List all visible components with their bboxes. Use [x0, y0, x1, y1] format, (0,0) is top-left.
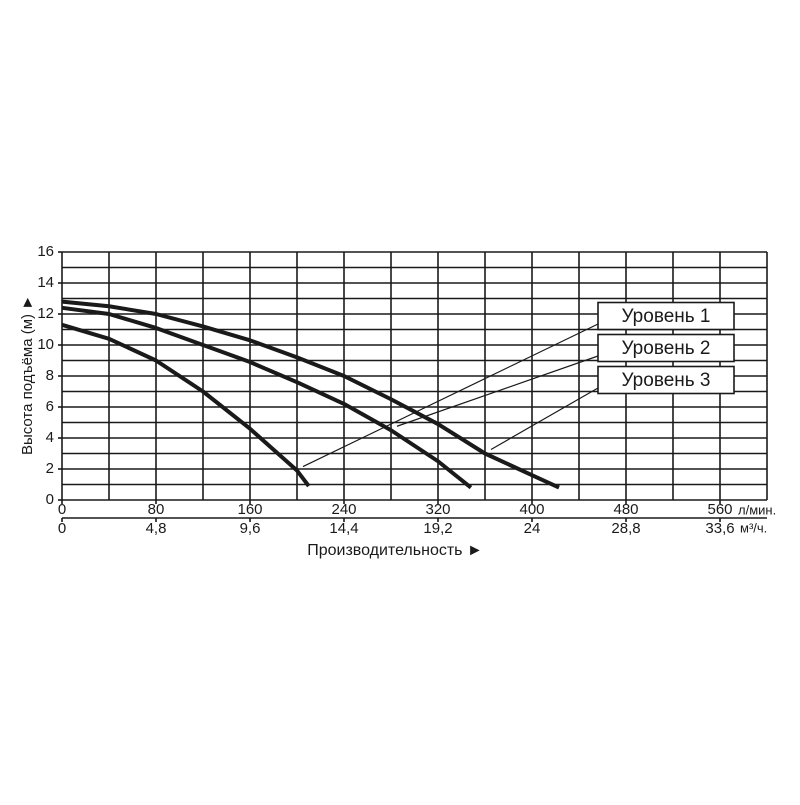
y-axis-label: Высота подъёма (м) ► — [19, 295, 36, 455]
y-tick-label: 14 — [37, 274, 54, 291]
x-tick-label: 560 — [707, 501, 732, 518]
x-tick-label: 80 — [148, 501, 165, 518]
leader-line — [490, 387, 599, 451]
y-tick-label: 8 — [46, 367, 54, 384]
legend-label: Уровень 2 — [621, 338, 710, 359]
x2-tick-label: 33,6 — [705, 520, 734, 537]
x-tick-label: 480 — [613, 501, 638, 518]
legend-box — [597, 301, 735, 331]
x2-tick-label: 9,6 — [240, 520, 261, 537]
y-tick-label: 12 — [37, 305, 54, 322]
x2-tick-label: 14,4 — [329, 520, 358, 537]
x-axis-label: Производительность ► — [307, 542, 483, 559]
curve — [61, 322, 311, 488]
legend-label: Уровень 3 — [621, 370, 710, 391]
x-tick-label: 160 — [237, 501, 262, 518]
y-tick-label: 6 — [46, 398, 54, 415]
x2-tick-label: 4,8 — [146, 520, 167, 537]
x2-tick-label: 28,8 — [611, 520, 640, 537]
leader-line — [302, 323, 599, 468]
y-tick-label: 10 — [37, 336, 54, 353]
x-tick-label: 320 — [425, 501, 450, 518]
x-tick-label: 240 — [331, 501, 356, 518]
legend-label: Уровень 1 — [621, 306, 710, 327]
x-tick-label: 0 — [58, 501, 66, 518]
y-tick-label: 4 — [46, 429, 54, 446]
x2-tick-label: 19,2 — [423, 520, 452, 537]
x2-tick-label: 24 — [524, 520, 541, 537]
curve — [61, 299, 560, 490]
x-tick-label: 400 — [519, 501, 544, 518]
x2-unit: м³/ч. — [740, 520, 767, 535]
legend-box — [597, 365, 735, 395]
curve — [61, 305, 473, 490]
y-tick-label: 0 — [46, 491, 54, 508]
x-unit: л/мин. — [738, 502, 776, 517]
leader-line — [396, 355, 599, 427]
y-tick-label: 2 — [46, 460, 54, 477]
x2-tick-label: 0 — [58, 520, 66, 537]
legend-box — [597, 333, 735, 363]
y-tick-label: 16 — [37, 243, 54, 260]
